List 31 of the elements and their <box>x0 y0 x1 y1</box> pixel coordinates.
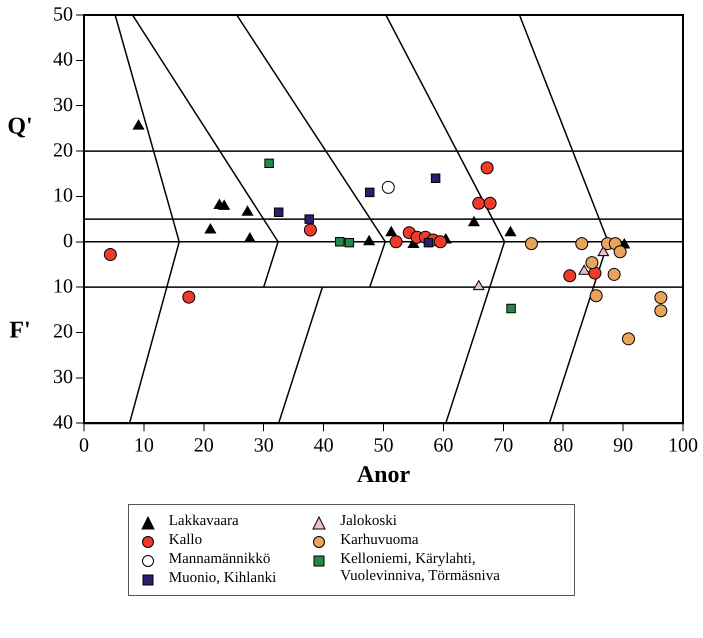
legend-label: Mannamännikkö <box>168 551 270 568</box>
legend-label: Karhuvuoma <box>340 532 419 549</box>
x-tick-label: 70 <box>493 434 514 456</box>
y-tick-label: 10 <box>53 275 73 298</box>
x-tick-label: 100 <box>668 434 698 456</box>
x-tick-label: 10 <box>134 434 154 456</box>
x-tick-label: 60 <box>433 434 454 456</box>
text: F' <box>9 318 31 344</box>
x-tick-label: 20 <box>194 434 214 456</box>
y-tick-label: 40 <box>53 411 73 434</box>
legend-label: Kelloniemi, Kärylahti, Vuolevinniva, Törmäsniva <box>340 551 501 585</box>
y-tick-label: 40 <box>53 48 73 71</box>
y-tick-label: 20 <box>53 139 73 162</box>
legend-label: Lakkavaara <box>168 513 239 530</box>
x-tick-label: 90 <box>613 434 634 456</box>
y-tick-label: 0 <box>63 230 73 252</box>
y-tick-label: 10 <box>53 184 73 207</box>
text: Q' <box>7 113 33 140</box>
y-tick-label: 30 <box>53 94 73 116</box>
x-axis-title: Anor <box>356 462 411 488</box>
x-tick-label: 80 <box>553 434 574 456</box>
x-tick-label: 40 <box>314 434 334 456</box>
y-tick-label: 30 <box>53 366 73 388</box>
x-tick-label: 0 <box>79 434 89 456</box>
x-tick-label: 50 <box>374 434 394 456</box>
y-tick-label: 20 <box>53 320 73 343</box>
legend-label: Kallo <box>168 532 202 549</box>
legend-label: Jalokoski <box>340 513 397 530</box>
legend-label: Muonio, Kihlanki <box>168 570 276 587</box>
x-tick-label: 30 <box>254 434 274 456</box>
y-tick-label: 50 <box>53 3 73 26</box>
